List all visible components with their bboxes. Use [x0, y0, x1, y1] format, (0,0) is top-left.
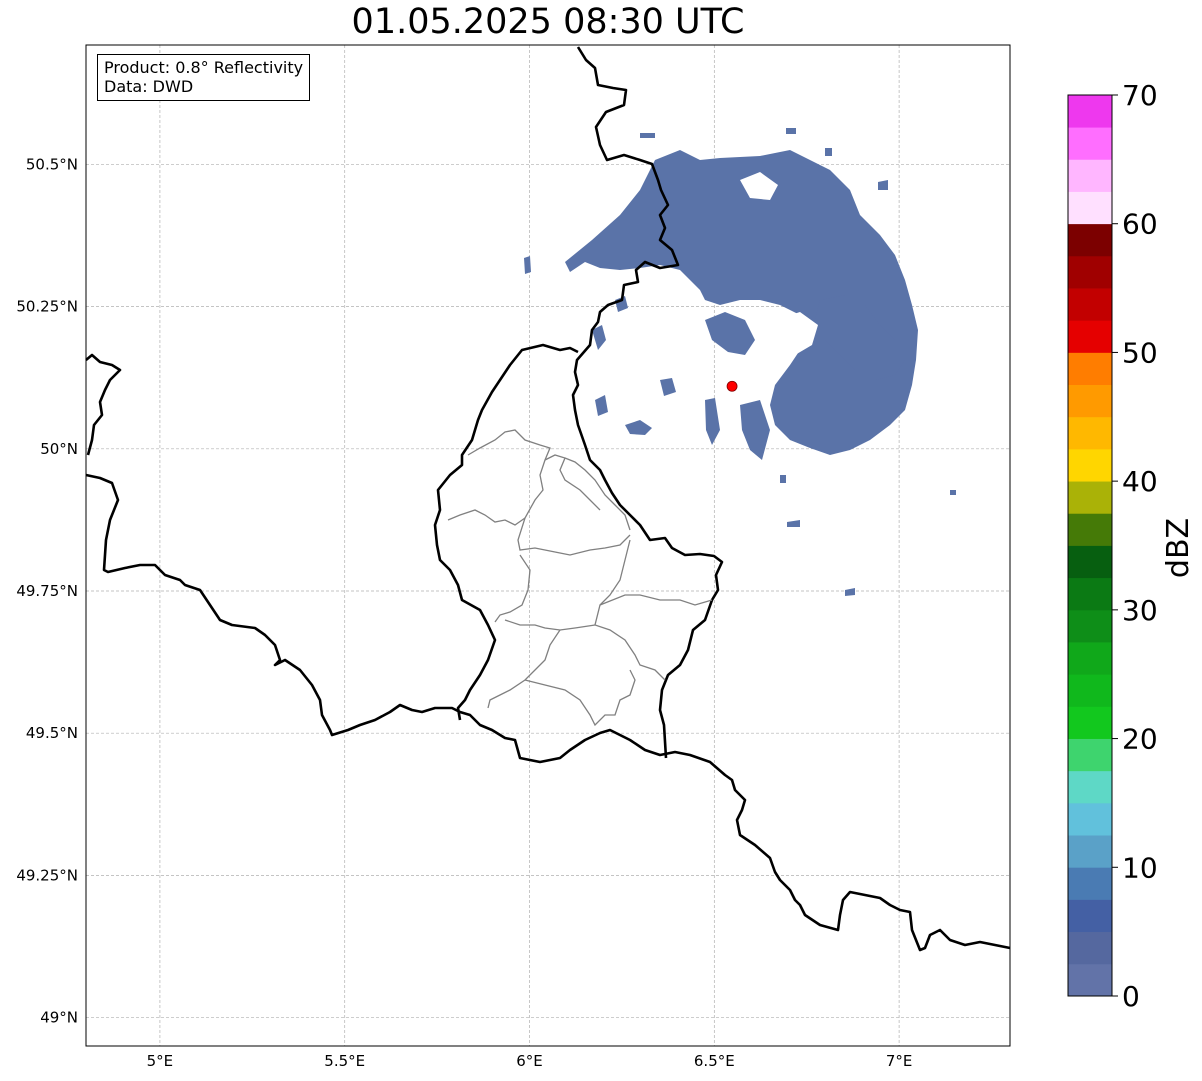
colorbar-tick-label: 50 — [1122, 336, 1158, 369]
canton-line-8 — [524, 669, 636, 727]
colorbar-swatch — [1068, 802, 1112, 836]
data-source-label: Data: DWD — [104, 77, 194, 96]
lat-tick-label: 49.5°N — [26, 724, 78, 742]
colorbar-label: dBZ — [1161, 518, 1196, 578]
colorbar-swatch — [1068, 513, 1112, 546]
colorbar-swatch — [1068, 867, 1112, 900]
radar-site-marker — [726, 380, 738, 392]
colorbar-swatch — [1068, 642, 1112, 675]
lon-tick-label: 5.5°E — [324, 1052, 365, 1070]
colorbar-swatch — [1068, 384, 1112, 418]
colorbar-tick-label: 70 — [1122, 79, 1158, 112]
colorbar-swatch — [1068, 931, 1112, 965]
info-box: Product: 0.8° Reflectivity Data: DWD — [97, 54, 311, 101]
colorbar: 0 10 20 30 40 50 60 70 — [1067, 79, 1158, 1013]
border-france-north — [85, 473, 1011, 952]
lat-tick-label: 49°N — [40, 1009, 78, 1027]
canton-line-3 — [564, 457, 631, 531]
colorbar-swatch — [1068, 963, 1112, 997]
colorbar-tick-label: 30 — [1122, 594, 1158, 627]
lon-tick-label: 6.5°E — [694, 1052, 735, 1070]
colorbar-swatch — [1068, 223, 1112, 257]
colorbar-swatch — [1068, 255, 1112, 289]
border-north-west — [85, 353, 122, 456]
echo-scatter-center — [660, 312, 770, 460]
echo-gap — [775, 312, 818, 355]
lat-tick-label: 50°N — [40, 440, 78, 458]
country-borders — [85, 46, 1011, 952]
colorbar-swatch — [1068, 481, 1112, 514]
canton-line-5 — [594, 539, 666, 681]
colorbar-swatch — [1068, 95, 1112, 128]
canton-boundaries — [447, 429, 713, 727]
colorbar-swatch — [1068, 352, 1112, 386]
colorbar-tick-label: 20 — [1122, 723, 1158, 756]
lat-tick-label: 50.25°N — [16, 298, 78, 316]
canton-line-6 — [504, 619, 596, 631]
canton-line-2 — [447, 509, 526, 526]
colorbar-tick-label: 60 — [1122, 208, 1158, 241]
lon-tick-label: 5°E — [147, 1052, 174, 1070]
echo-area-east — [815, 295, 905, 380]
colorbar-swatch — [1068, 416, 1112, 450]
echo-gap-north — [740, 172, 778, 200]
lat-tick-label: 50.5°N — [26, 155, 78, 173]
product-label: Product: 0.8° Reflectivity — [104, 58, 304, 77]
lon-tick-label: 6°E — [516, 1052, 543, 1070]
colorbar-swatch — [1068, 545, 1112, 579]
colorbar-swatch — [1068, 159, 1112, 192]
colorbar-swatch — [1068, 577, 1112, 611]
colorbar-swatch — [1068, 835, 1112, 868]
border-belgium-lux — [433, 343, 579, 721]
lat-tick-label: 49.25°N — [16, 866, 78, 884]
canton-line-1 — [467, 429, 631, 556]
colorbar-swatch — [1068, 899, 1112, 933]
colorbar-swatch — [1068, 738, 1112, 772]
colorbar-swatch — [1068, 448, 1112, 482]
colorbar-swatch — [1068, 191, 1112, 225]
colorbar-tick-label: 40 — [1122, 465, 1158, 498]
colorbar-swatch — [1068, 706, 1112, 739]
colorbar-swatch — [1068, 674, 1112, 707]
map-frame — [85, 44, 1011, 1047]
colorbar-frame — [1067, 94, 1113, 997]
lat-tick-label: 49.75°N — [16, 582, 78, 600]
colorbar-swatch — [1068, 320, 1112, 353]
radar-echoes — [524, 128, 956, 596]
echo-area-north — [565, 150, 918, 455]
colorbar-swatch — [1068, 770, 1112, 804]
canton-line-4 — [494, 554, 531, 623]
canton-line-10 — [544, 454, 601, 511]
colorbar-swatch — [1068, 127, 1112, 160]
lon-tick-label: 7°E — [886, 1052, 913, 1070]
map-title: 01.05.2025 08:30 UTC — [351, 2, 745, 42]
colorbar-swatch — [1068, 288, 1112, 321]
axis-ticks: 5°E 5.5°E 6°E 6.5°E 7°E 49°N 49.25°N 49.5°N 49.7… — [16, 155, 912, 1070]
colorbar-swatch — [1068, 609, 1112, 643]
colorbar-tick-label: 10 — [1122, 851, 1158, 884]
colorbar-tick-label: 0 — [1122, 980, 1140, 1013]
border-germany-belgium — [571, 46, 724, 759]
canton-line-9 — [599, 594, 713, 606]
